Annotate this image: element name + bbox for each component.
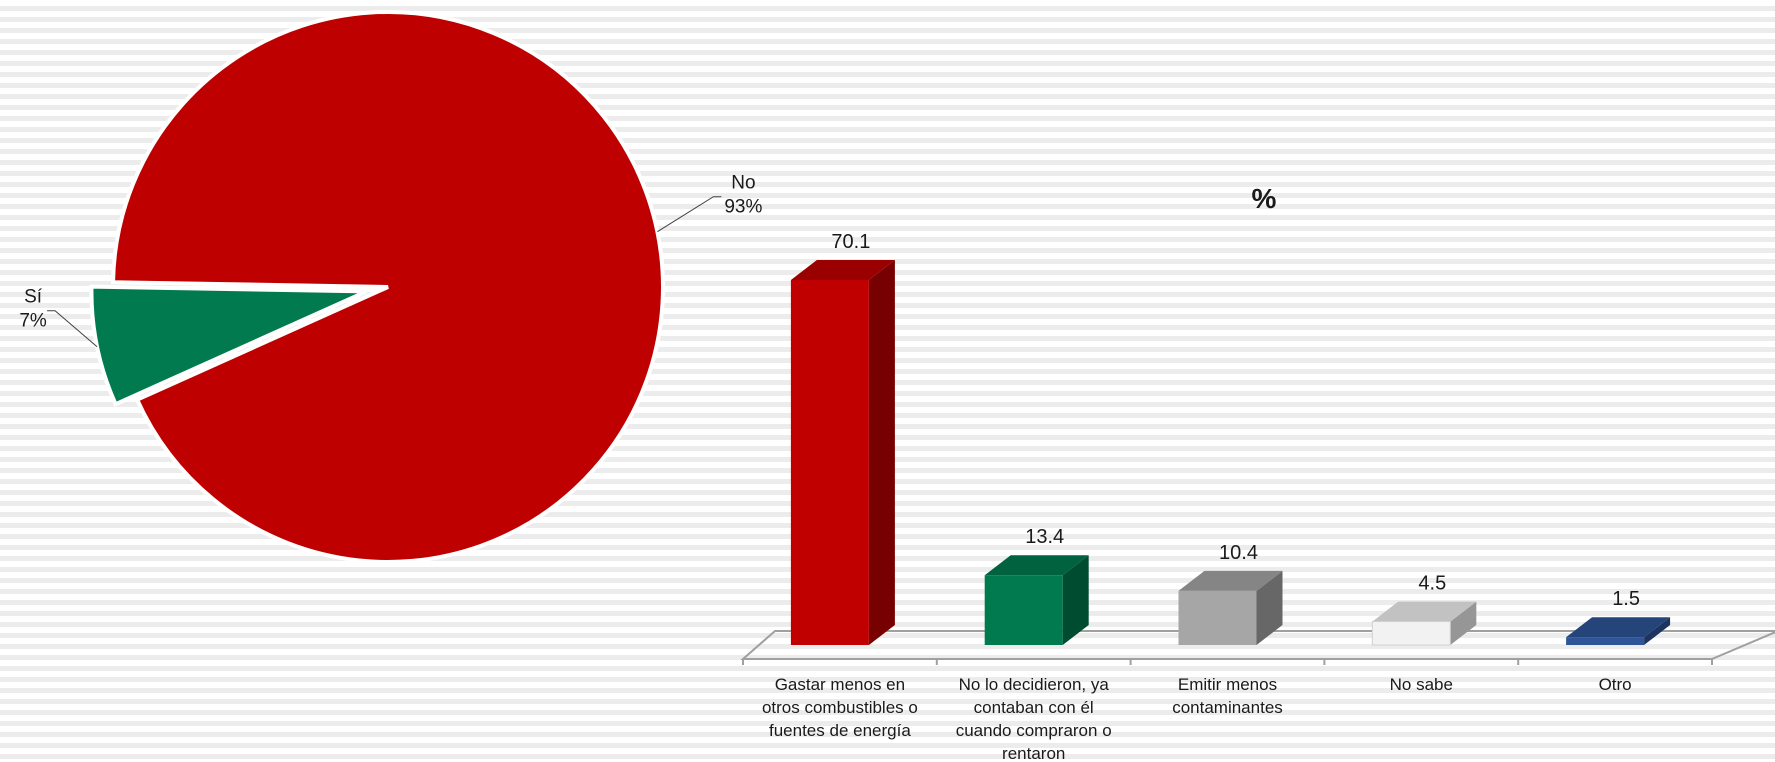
bar-side-3 <box>1256 570 1283 645</box>
pie-label-no: No <box>731 173 755 194</box>
bar-no-sabe <box>1371 621 1451 646</box>
pie-value-label-si: 7% <box>19 311 47 332</box>
bar-top-5 <box>1566 617 1671 638</box>
category-label: contaminantes <box>1172 698 1283 717</box>
category-label: cuando compraron o <box>956 721 1112 740</box>
bar-otro <box>1566 637 1645 645</box>
bar-emitir-menos-contaminantes <box>1178 590 1257 645</box>
bar-chart-title: % <box>1252 183 1277 214</box>
bar-no-lo-decidieron-ya-contaban-con-el-cuan <box>984 575 1063 645</box>
bar-top-3 <box>1178 570 1283 591</box>
category-label: Emitir menos <box>1178 675 1277 694</box>
category-label: Otro <box>1599 675 1632 694</box>
category-label: otros combustibles o <box>762 698 918 717</box>
bar-value-label: 10.4 <box>1219 542 1258 564</box>
pie-slice-no <box>111 10 665 564</box>
category-label: contaban con él <box>974 698 1094 717</box>
category-label: No lo decidieron, ya <box>959 675 1110 694</box>
pie-leader-line-si <box>47 310 98 348</box>
bar-top-1 <box>790 260 895 280</box>
category-label: No sabe <box>1390 675 1453 694</box>
bar-gastar-menos-en-otros-combustibles-o-fue <box>790 280 869 645</box>
pie-label-si: Sí <box>24 287 43 308</box>
pie-value-label-no: 93% <box>724 197 762 218</box>
bar-side-5 <box>1644 617 1671 645</box>
bar-value-label: 13.4 <box>1025 526 1064 548</box>
pie-leader-line-no <box>657 196 722 233</box>
bar-side-2 <box>1062 555 1089 645</box>
bar-chart: % 70.1 Gastar menos en otros combustibles … <box>740 183 1775 762</box>
bar-top-4 <box>1372 601 1477 622</box>
bar-side-1 <box>868 260 895 645</box>
category-label: fuentes de energía <box>769 721 911 740</box>
bar-top-2 <box>984 555 1089 576</box>
pie-chart: Sí 7% No 93% <box>19 10 763 564</box>
category-label: Gastar menos en <box>775 675 905 694</box>
pie-slice-si <box>89 284 368 407</box>
bar-value-label: 1.5 <box>1612 588 1640 610</box>
category-label: rentaron <box>1002 744 1065 762</box>
bar-value-label: 4.5 <box>1418 573 1446 595</box>
bar-value-label: 70.1 <box>831 231 870 253</box>
bar-side-4 <box>1450 601 1477 645</box>
